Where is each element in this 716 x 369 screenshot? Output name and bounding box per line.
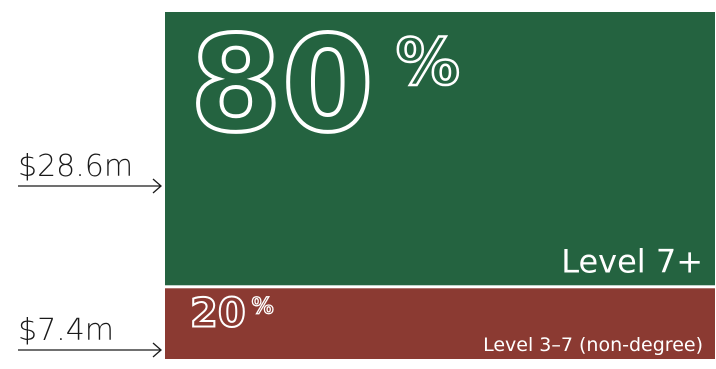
arrow-head-0 <box>152 178 162 194</box>
percent-label-0: 80 <box>190 8 374 162</box>
amount-label-0: $28.6m <box>18 149 133 184</box>
category-label-1: Level 3–7 (non-degree) <box>483 334 703 356</box>
bar-segment-1 <box>165 288 715 359</box>
category-label-0: Level 7+ <box>561 242 703 280</box>
bar-segment-0 <box>165 12 715 286</box>
annotations: 80 % Level 7+ $28.6m 20 % Level 3–7 (non-degre… <box>18 6 703 358</box>
bars <box>165 12 715 359</box>
percent-sign-0: % <box>396 26 460 100</box>
percent-sign-1: % <box>252 294 274 319</box>
percent-label-1: 20 <box>190 290 246 336</box>
amount-label-1: $7.4m <box>18 313 114 348</box>
arrow-head-1 <box>152 342 162 358</box>
